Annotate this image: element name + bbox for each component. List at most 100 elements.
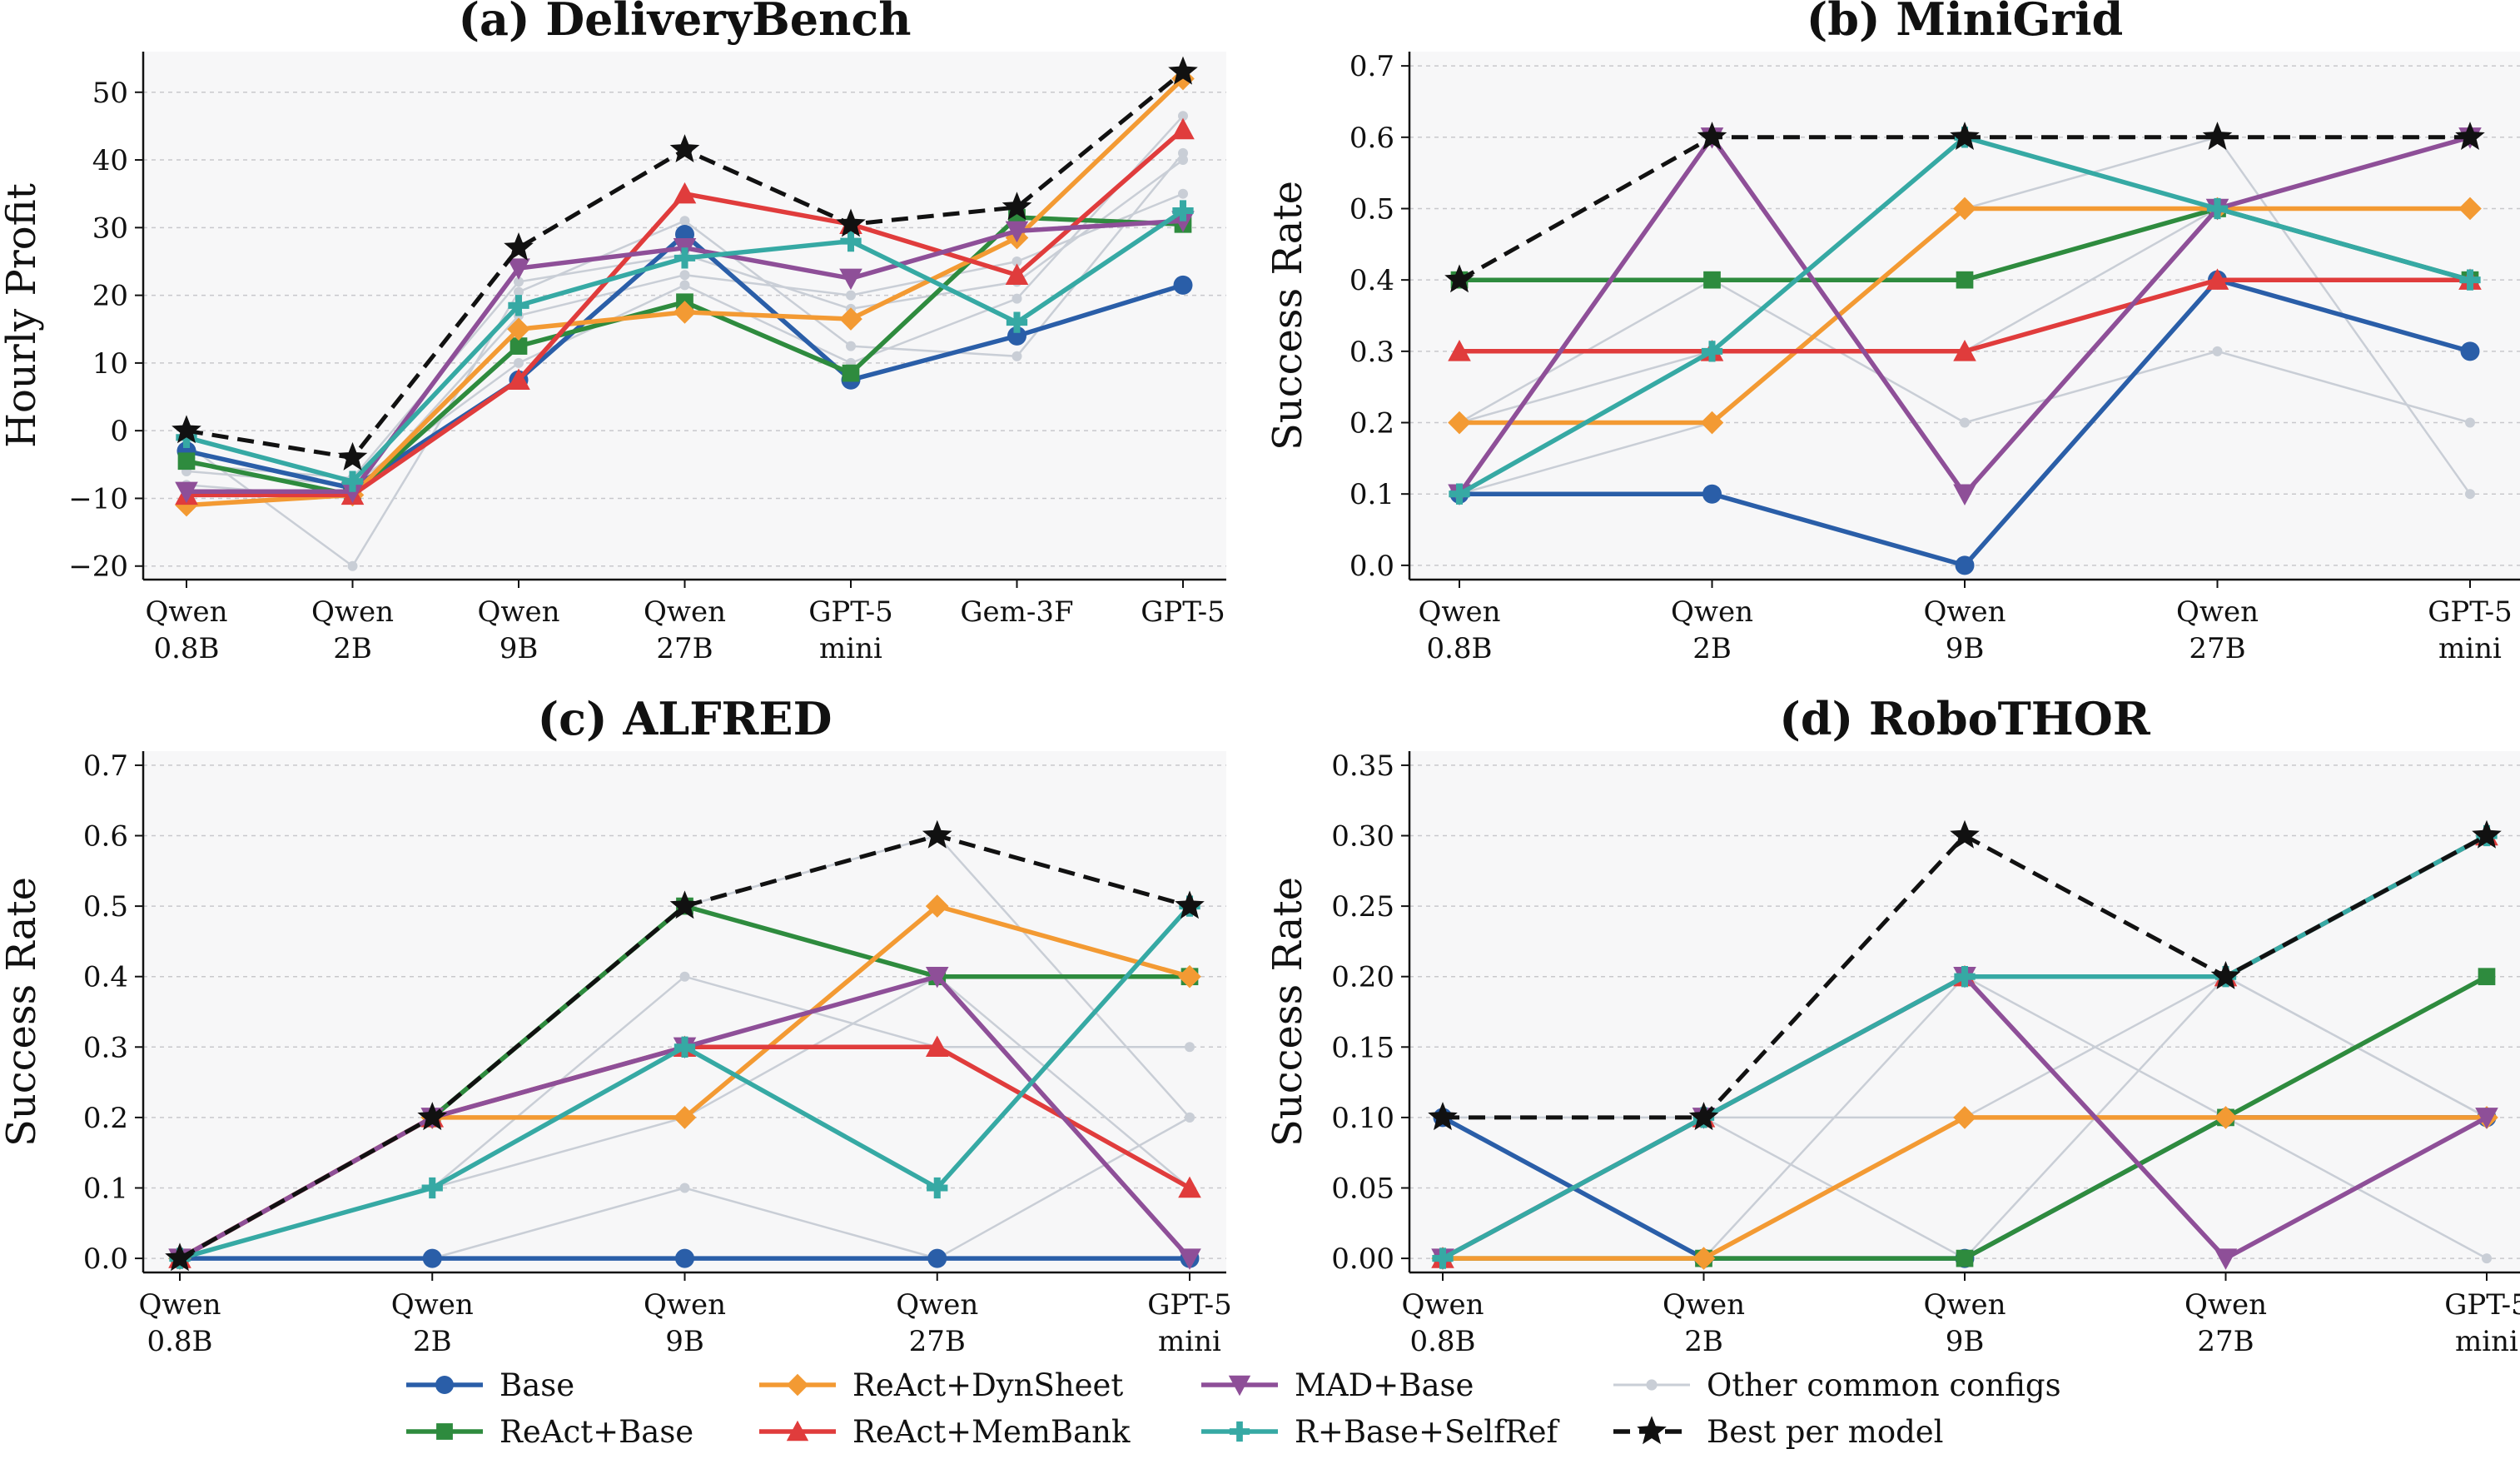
y-tick-label: 0.1 — [83, 1172, 128, 1205]
point-base — [422, 1248, 442, 1268]
point-r_base_selfref — [673, 1036, 696, 1058]
point-mad_base — [1178, 1248, 1201, 1270]
x-tick-label: Qwen — [311, 595, 394, 629]
point-other — [514, 286, 524, 297]
y-tick-label: 0.0 — [83, 1242, 128, 1276]
y-tick-label: 20 — [92, 280, 128, 313]
legend-item-mad_base: MAD+Base — [1201, 1367, 1474, 1403]
point-react_dynsheet — [1448, 411, 1471, 435]
point-react_base — [1956, 271, 1974, 289]
series-line-best — [1443, 833, 2488, 1120]
point-best — [1688, 1102, 1719, 1131]
y-tick-label: 30 — [92, 212, 128, 245]
point-mad_base — [175, 481, 198, 504]
point-other — [679, 971, 690, 982]
legend-marker — [1646, 1379, 1658, 1391]
x-tick-label: mini — [2438, 632, 2502, 665]
y-tick-label: 0.25 — [1331, 890, 1394, 924]
x-tick-label: Qwen — [1671, 595, 1753, 629]
point-react_dynsheet — [839, 307, 862, 331]
point-r_base_selfref — [508, 295, 529, 316]
legend-label: Best per model — [1707, 1414, 1944, 1450]
point-react_membank — [1005, 263, 1029, 285]
legend-marker — [786, 1420, 809, 1442]
legend-marker — [435, 1376, 454, 1394]
y-tick-label: 0.05 — [1331, 1172, 1394, 1205]
y-tick-label: 0.0 — [1349, 550, 1394, 583]
y-tick-label: 40 — [92, 144, 128, 177]
point-r_base_selfref — [1701, 341, 1723, 362]
panel-deliverybench: −20−1001020304050Qwen0.8BQwen2BQwen9BQwe… — [0, 0, 1226, 665]
point-r_base_selfref — [840, 230, 862, 252]
x-tick-label: Qwen — [1924, 1288, 2006, 1322]
legend-item-r_base_selfref: R+Base+SelfRef — [1201, 1414, 1560, 1450]
point-best — [2202, 122, 2233, 150]
point-other — [2482, 1253, 2492, 1264]
point-react_dynsheet — [1953, 197, 1976, 221]
point-other — [1011, 351, 1022, 361]
y-tick-label: 10 — [92, 347, 128, 381]
x-tick-label: Qwen — [1402, 1288, 1484, 1322]
legend-item-other: Other common configs — [1613, 1367, 2061, 1403]
point-react_membank — [1178, 1176, 1201, 1198]
y-tick-label: 0.15 — [1331, 1031, 1394, 1064]
point-r_base_selfref — [1449, 483, 1470, 505]
x-tick-label: 0.8B — [1409, 1325, 1475, 1358]
panel-alfred: 0.00.10.20.30.40.50.60.7Qwen0.8BQwen2BQw… — [0, 692, 1232, 1358]
x-tick-label: Qwen — [2184, 1288, 2267, 1322]
x-tick-label: 2B — [1692, 632, 1732, 665]
point-other — [514, 276, 524, 287]
point-react_membank — [1448, 340, 1471, 361]
point-r_base_selfref — [421, 1177, 443, 1199]
point-other — [1011, 256, 1022, 266]
x-tick-label: Qwen — [2176, 595, 2259, 629]
point-best — [1950, 122, 1980, 150]
point-other — [679, 216, 690, 227]
y-tick-label: 0.2 — [83, 1102, 128, 1135]
point-react_membank — [673, 182, 697, 204]
point-react_base — [509, 337, 528, 355]
point-best — [836, 208, 866, 237]
point-react_base — [2478, 968, 2496, 986]
point-best — [504, 232, 534, 261]
panel-title: (b) MiniGrid — [1807, 0, 2124, 46]
point-other — [679, 280, 690, 291]
x-tick-label: 0.8B — [1426, 632, 1492, 665]
legend-item-react_membank: ReAct+MemBank — [759, 1414, 1131, 1450]
point-mad_base — [2214, 1248, 2238, 1270]
point-other — [2212, 346, 2223, 356]
point-other — [347, 560, 358, 571]
y-tick-label: 0.6 — [83, 820, 128, 854]
legend-item-base: Base — [406, 1367, 574, 1403]
panel-title: (c) ALFRED — [538, 692, 833, 745]
x-tick-label: 2B — [413, 1325, 452, 1358]
legend-marker — [1228, 1375, 1251, 1397]
point-best — [669, 134, 700, 162]
legend-marker — [1637, 1416, 1667, 1445]
y-tick-label: 0 — [110, 415, 128, 448]
legend-label: MAD+Base — [1295, 1367, 1474, 1403]
point-react_dynsheet — [925, 894, 949, 918]
point-mad_base — [507, 258, 530, 280]
y-tick-label: 50 — [92, 77, 128, 110]
point-other — [2465, 417, 2475, 428]
y-tick-label: 0.1 — [1349, 478, 1394, 511]
x-tick-label: Qwen — [139, 1288, 221, 1322]
point-best — [165, 1242, 195, 1272]
point-other — [1960, 417, 1970, 428]
x-tick-label: Qwen — [1663, 1288, 1745, 1322]
point-other — [1178, 111, 1188, 122]
point-react_dynsheet — [673, 1106, 697, 1129]
panel-minigrid: 0.00.10.20.30.40.50.60.7Qwen0.8BQwen2BQw… — [1265, 0, 2520, 665]
point-r_base_selfref — [341, 471, 364, 492]
legend-item-react_base: ReAct+Base — [406, 1414, 693, 1450]
series-line-best — [178, 833, 1190, 1261]
y-tick-label: 0.00 — [1331, 1242, 1394, 1276]
point-r_base_selfref — [1006, 311, 1028, 333]
point-mad_base — [340, 481, 365, 504]
x-tick-label: 27B — [909, 1325, 966, 1358]
x-tick-label: 27B — [2189, 632, 2245, 665]
point-other — [846, 341, 856, 351]
point-react_dynsheet — [2458, 197, 2482, 221]
